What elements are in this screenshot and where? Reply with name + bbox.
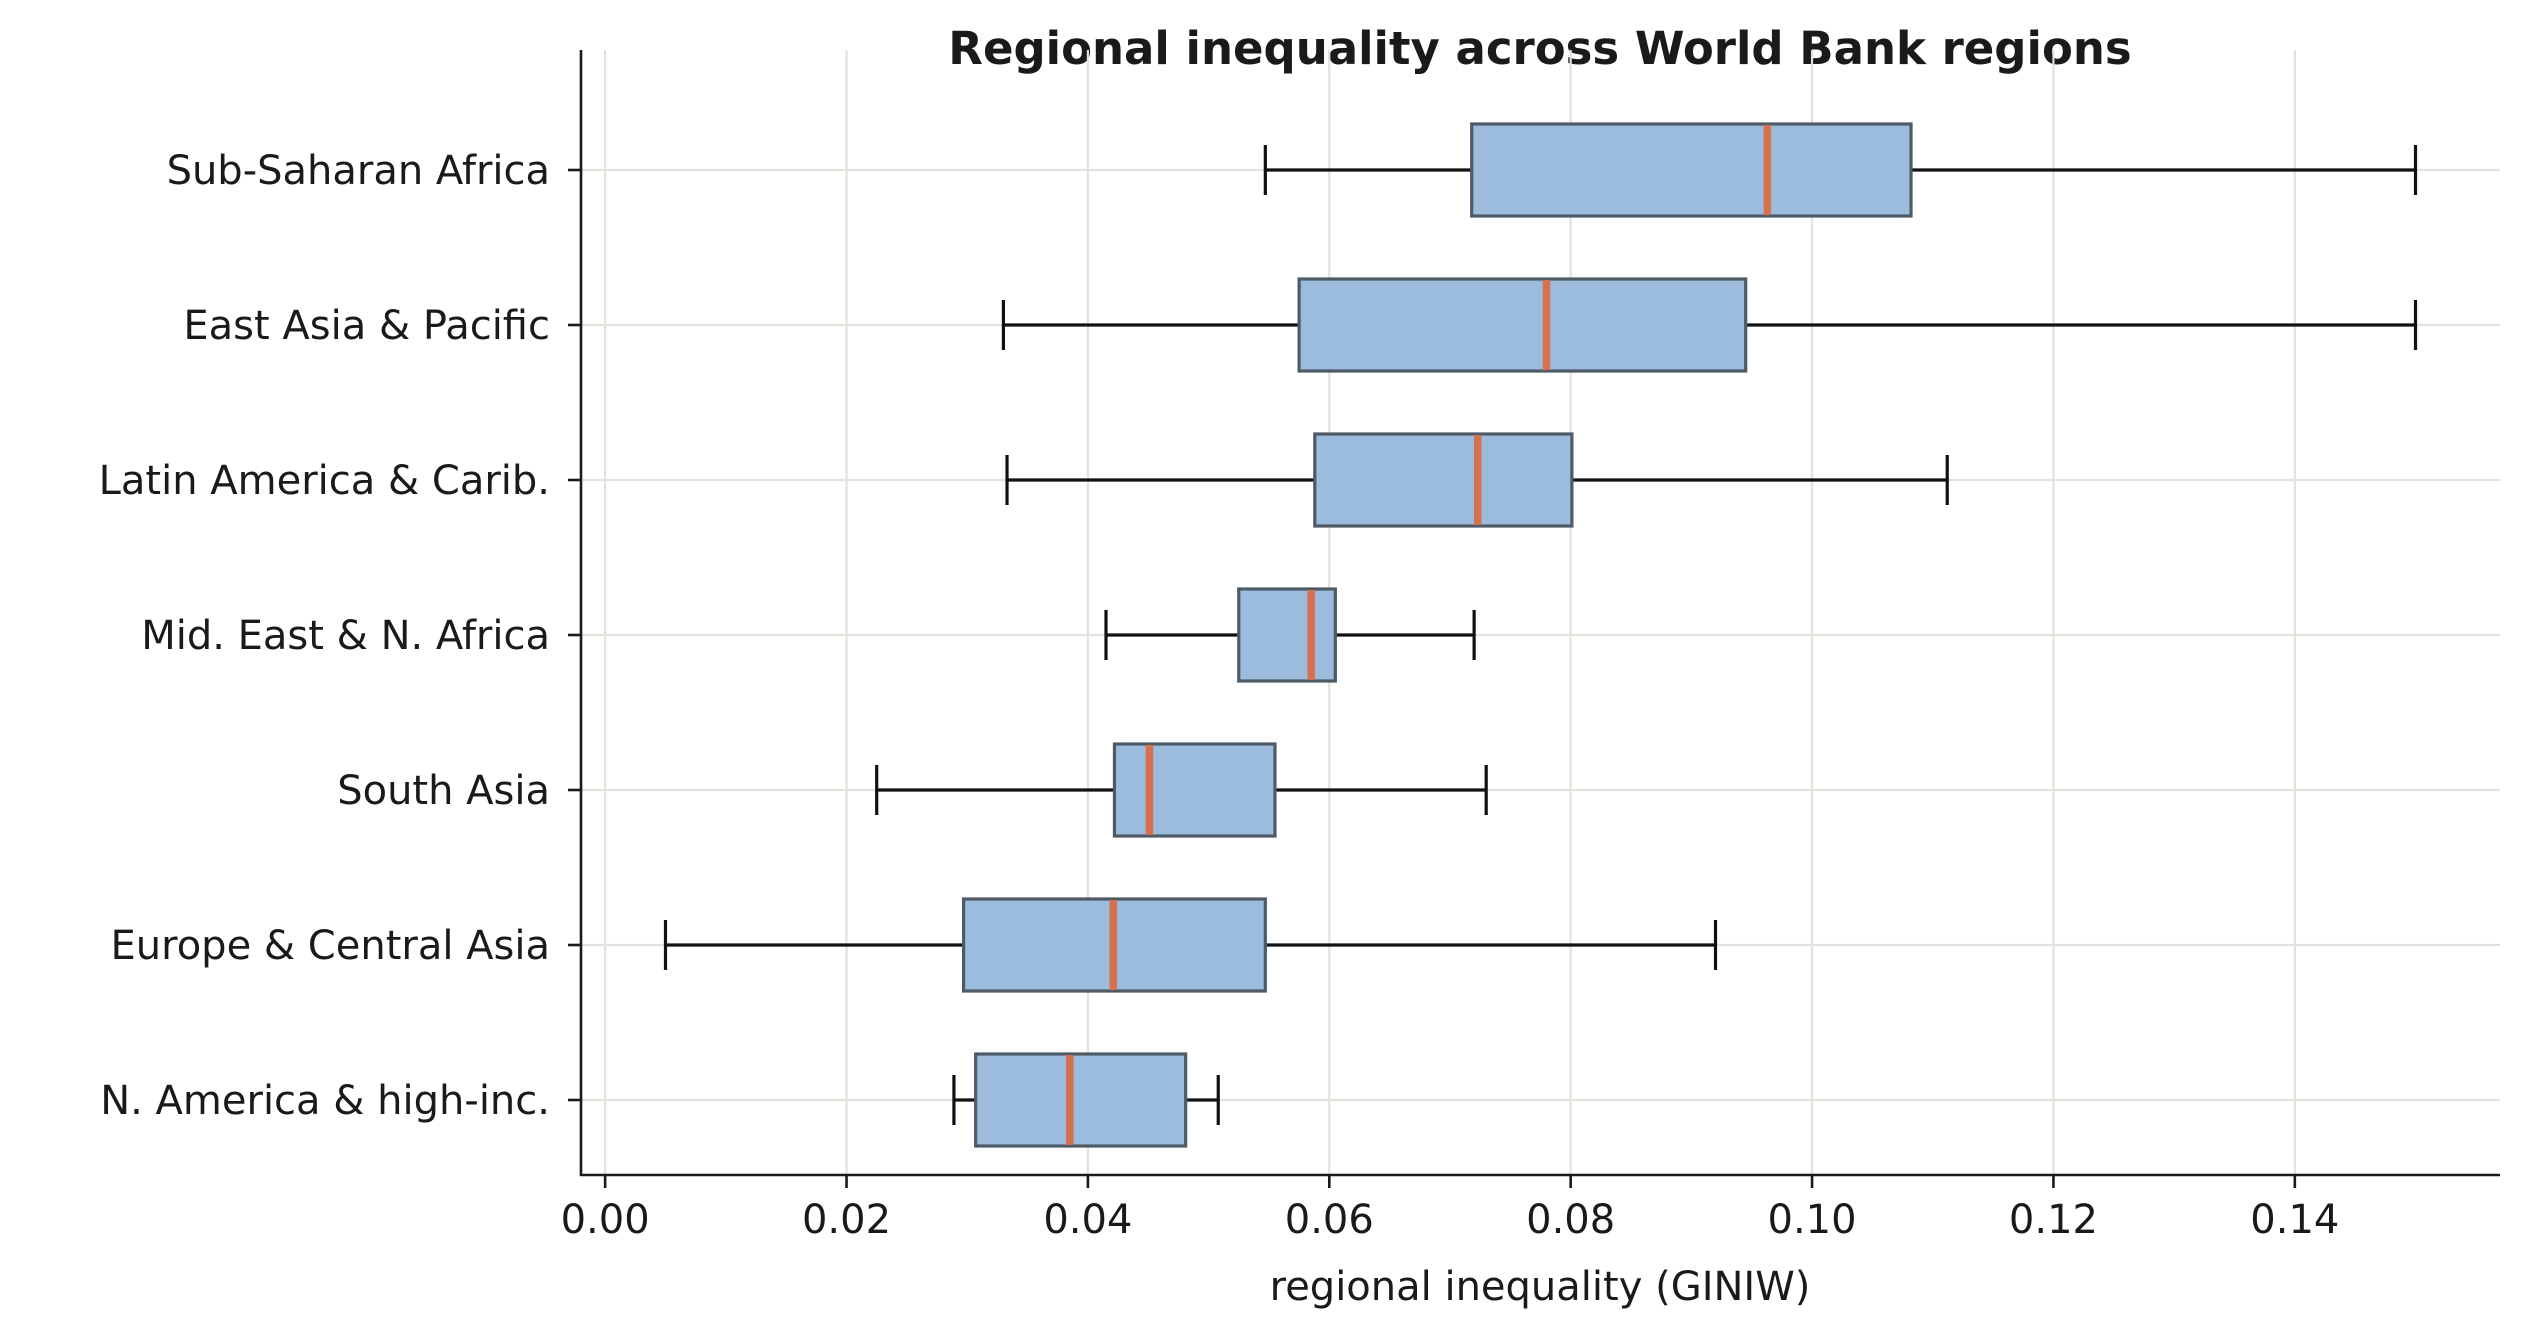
iqr-box [1470, 122, 1913, 218]
iqr-box [974, 1052, 1188, 1148]
chart-title: Regional inequality across World Bank re… [948, 22, 2131, 75]
x-axis-label: regional inequality (GINIW) [1270, 1264, 1811, 1310]
y-tick-label: Mid. East & N. Africa [141, 613, 550, 659]
grid-lines [581, 50, 2500, 1175]
box-group [663, 897, 1718, 993]
x-tick-label: 0.08 [1526, 1197, 1615, 1243]
box-group [1263, 122, 2418, 218]
x-tick-label: 0.04 [1043, 1197, 1132, 1243]
box-group [1005, 432, 1949, 528]
box-group [952, 1052, 1220, 1148]
y-tick-label: Europe & Central Asia [111, 923, 550, 969]
x-tick-label: 0.00 [561, 1197, 650, 1243]
plot-area [663, 122, 2418, 1148]
x-tick-label: 0.06 [1285, 1197, 1374, 1243]
iqr-box [1297, 277, 1748, 373]
box-group [1001, 277, 2418, 373]
iqr-box [1112, 742, 1277, 838]
x-tick-label: 0.14 [2250, 1197, 2339, 1243]
axis-spines [579, 50, 2500, 1177]
x-tick-label: 0.02 [802, 1197, 891, 1243]
axes: 0.00 0.02 0.04 0.06 0.08 0.10 0.12 0.14 Sub-Saha… [99, 50, 2500, 1243]
y-tick-label: Sub-Saharan Africa [167, 148, 550, 194]
y-tick-label: N. America & high-inc. [100, 1078, 550, 1124]
box-group [875, 742, 1488, 838]
y-tick-label: Latin America & Carib. [99, 458, 550, 504]
iqr-box [1237, 587, 1337, 683]
x-tick-label: 0.10 [1768, 1197, 1857, 1243]
x-tick-label: 0.12 [2009, 1197, 2098, 1243]
iqr-box [1313, 432, 1574, 528]
box-group [1104, 587, 1476, 683]
y-tick-label: East Asia & Pacific [183, 303, 550, 349]
y-tick-label: South Asia [337, 768, 550, 814]
